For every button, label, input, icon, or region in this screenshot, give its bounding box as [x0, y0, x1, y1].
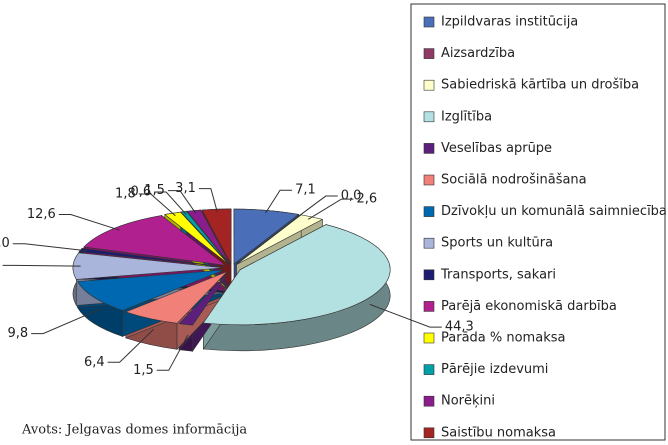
legend-swatch: [423, 427, 435, 439]
source-note: Avots: Jelgavas domes informācija: [21, 423, 247, 438]
leader-line: [265, 189, 293, 214]
leader-line: [307, 198, 354, 220]
data-label: 6,4: [84, 355, 105, 370]
legend-swatch: [423, 111, 435, 123]
leader-line: [167, 190, 197, 214]
leader-line: [198, 188, 218, 213]
data-label: 3,1: [175, 181, 196, 196]
legend-swatch: [423, 301, 435, 312]
data-label: 9,8: [7, 326, 28, 341]
data-label: 7,1: [295, 183, 316, 198]
slice: [178, 271, 230, 326]
legend-label: Aizsardzība: [441, 46, 515, 61]
data-label: 1,5: [133, 363, 154, 378]
data-label: 1,8: [115, 187, 136, 202]
legend-swatch: [423, 237, 435, 249]
leader-line: [297, 195, 338, 218]
slice: [77, 269, 225, 311]
leader-line: [369, 303, 442, 328]
legend-swatch: [423, 79, 435, 91]
data-label: 12,6: [27, 207, 56, 222]
data-label: 44,3: [445, 320, 474, 335]
legend-label: Izglītība: [441, 109, 492, 124]
legend-label: Sports un kultūra: [441, 236, 553, 251]
legend-swatch: [423, 269, 435, 281]
legend-label: Transports, sakari: [440, 267, 556, 282]
legend-swatch: [423, 174, 435, 186]
leader-line: [58, 213, 120, 231]
slice: [235, 214, 301, 265]
legend-label: Veselības aprūpe: [441, 141, 552, 156]
legend-label: Izpildvaras institūcija: [441, 15, 578, 30]
slice: [124, 271, 228, 324]
data-label: 0,6: [130, 184, 151, 199]
data-label: 1,0: [0, 236, 10, 251]
slice: [202, 224, 391, 325]
data-label: 1,5: [144, 183, 165, 198]
legend-swatch: [423, 48, 435, 59]
leader-line: [138, 193, 176, 217]
legend-swatch: [423, 364, 435, 375]
leader-line: [12, 243, 88, 252]
legend-swatch: [423, 143, 435, 154]
data-label: 2,6: [356, 192, 377, 207]
legend-swatch: [423, 332, 435, 344]
leader-line: [31, 308, 101, 335]
legend-label: Parējā ekonomiskā darbība: [441, 299, 617, 314]
legend-label: Sabiedriskā kārtība un drošība: [441, 78, 639, 93]
legend-swatch: [423, 16, 435, 28]
legend-swatch: [423, 395, 435, 407]
leader-line: [156, 334, 189, 371]
legend-swatch: [423, 206, 435, 217]
legend-label: Pārējie izdevumi: [441, 362, 548, 377]
legend-label: Sociālā nodrošināšana: [441, 173, 587, 188]
legend-label: Saistību nomaksa: [441, 425, 556, 440]
leader-line: [107, 328, 155, 363]
legend-label: Parāda % nomaksa: [441, 331, 565, 346]
data-label: 0,0: [341, 189, 362, 204]
legend-label: Norēķini: [441, 394, 495, 409]
legend-box: [410, 3, 666, 441]
leader-line: [2, 264, 81, 267]
legend-label: Dzīvokļu un komunālā saimniecība: [441, 204, 667, 219]
leader-line: [154, 191, 187, 215]
